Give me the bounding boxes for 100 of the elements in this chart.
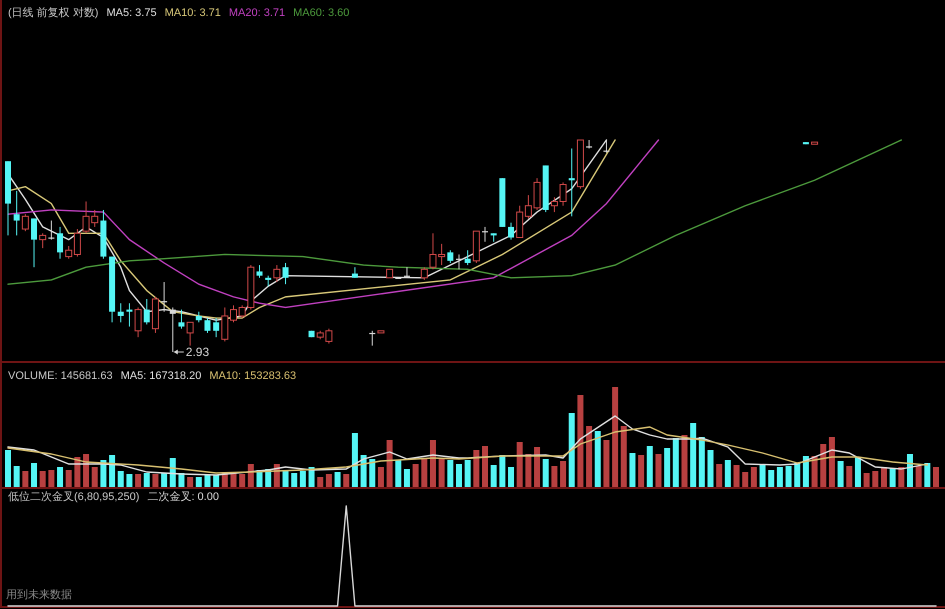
bar <box>568 413 575 487</box>
candlestick <box>118 302 124 323</box>
bar <box>655 454 662 487</box>
bar <box>760 464 766 487</box>
annotation: 2.93 <box>186 345 210 359</box>
bar <box>178 473 184 487</box>
candlestick <box>482 226 488 242</box>
text: MA5: 167318.20 <box>120 370 202 382</box>
candlestick <box>447 250 454 264</box>
bar <box>820 444 826 487</box>
bar <box>828 437 835 487</box>
bar <box>48 470 54 487</box>
candlestick <box>134 306 142 338</box>
bar <box>308 467 315 487</box>
bar <box>864 473 870 487</box>
candlestick <box>256 264 263 278</box>
bar <box>40 471 46 487</box>
bar <box>724 460 731 487</box>
bar <box>404 469 410 487</box>
bar <box>57 467 64 487</box>
bar <box>638 455 644 487</box>
bar <box>473 450 480 487</box>
bar <box>750 467 757 487</box>
candlestick <box>603 140 610 154</box>
bar <box>144 473 150 487</box>
bar <box>291 473 298 487</box>
bar <box>360 455 367 487</box>
bar <box>612 387 618 487</box>
bar <box>31 463 38 487</box>
bar <box>161 473 168 487</box>
bar <box>126 474 132 487</box>
candlestick <box>39 232 46 249</box>
bar <box>386 440 393 487</box>
bar <box>690 423 696 487</box>
bar <box>300 471 306 487</box>
bar <box>872 471 878 487</box>
bar <box>213 475 220 487</box>
candlestick <box>282 262 289 285</box>
bar <box>525 454 532 487</box>
bar <box>586 426 592 487</box>
text: MA60: 3.60 <box>293 7 350 19</box>
candlestick <box>161 282 168 312</box>
bar <box>629 453 636 487</box>
bar <box>603 440 610 487</box>
candlestick <box>65 246 72 260</box>
candlestick <box>178 309 184 330</box>
bar <box>482 446 488 487</box>
bar <box>802 456 809 487</box>
text: 二次金叉: 0.00 <box>147 491 219 503</box>
bar <box>378 467 384 487</box>
candlestick <box>420 266 428 280</box>
bar <box>560 461 566 487</box>
candlestick <box>14 190 20 236</box>
chart-title: VOLUME: 145681.63 <box>8 370 113 382</box>
bar <box>369 459 376 487</box>
bar <box>516 442 523 487</box>
bar <box>92 467 98 487</box>
bar <box>14 466 20 487</box>
candlestick <box>57 226 64 260</box>
candlestick <box>186 322 194 346</box>
annotation: 用到未来数据 <box>6 588 72 601</box>
bar <box>248 464 254 487</box>
bar <box>66 470 72 487</box>
bar <box>542 459 549 487</box>
bar <box>768 470 774 487</box>
bar <box>534 447 540 487</box>
bar <box>499 455 506 487</box>
bar <box>646 446 653 487</box>
text: MA10: 153283.63 <box>209 370 296 382</box>
bar <box>438 459 445 487</box>
bar <box>898 467 904 487</box>
bar <box>352 433 358 487</box>
bar <box>508 467 514 487</box>
candlestick <box>144 298 150 325</box>
candlestick <box>404 266 410 278</box>
candlestick <box>213 318 220 338</box>
text: MA20: 3.71 <box>228 7 286 19</box>
bar <box>395 460 402 487</box>
candlestick <box>464 250 471 266</box>
candlestick <box>273 264 280 283</box>
text: MA5: 3.75 <box>106 7 157 19</box>
bar <box>282 471 289 487</box>
bar <box>326 474 332 487</box>
bar <box>170 458 176 487</box>
chart-title: (日线 前复权 对数) <box>8 6 98 19</box>
bar <box>343 474 350 487</box>
bar <box>716 464 722 487</box>
bar <box>239 474 246 487</box>
candlestick <box>352 266 358 278</box>
bar <box>490 465 497 487</box>
bar <box>135 474 142 487</box>
candlestick <box>31 218 38 268</box>
bar <box>880 467 887 487</box>
bar <box>620 426 627 487</box>
bar <box>187 477 194 487</box>
bar <box>794 463 800 487</box>
bar <box>5 450 11 487</box>
bar <box>456 464 462 487</box>
bar <box>100 460 106 487</box>
bar <box>196 477 202 487</box>
